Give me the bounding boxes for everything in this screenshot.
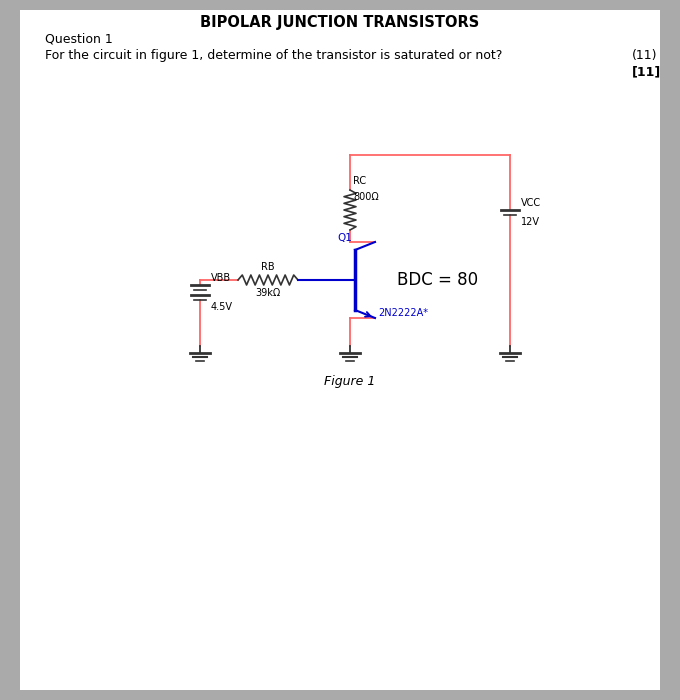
Text: 2N2222A*: 2N2222A* [378, 308, 428, 318]
Text: Q1: Q1 [337, 233, 352, 243]
Text: Figure 1: Figure 1 [324, 375, 375, 389]
Text: VBB: VBB [211, 273, 231, 283]
Text: For the circuit in figure 1, determine of the transistor is saturated or not?: For the circuit in figure 1, determine o… [45, 49, 503, 62]
Text: 4.5V: 4.5V [211, 302, 233, 312]
Text: (11): (11) [632, 49, 658, 62]
Text: 800Ω: 800Ω [353, 192, 379, 202]
Text: 39kΩ: 39kΩ [256, 288, 281, 298]
Text: 12V: 12V [521, 217, 540, 227]
Text: RB: RB [261, 262, 275, 272]
Text: RC: RC [353, 176, 366, 186]
Text: VCC: VCC [521, 198, 541, 208]
Text: BIPOLAR JUNCTION TRANSISTORS: BIPOLAR JUNCTION TRANSISTORS [201, 15, 479, 30]
Text: [11]: [11] [632, 65, 661, 78]
Text: Question 1: Question 1 [45, 33, 113, 46]
Text: BDC = 80: BDC = 80 [397, 271, 478, 289]
